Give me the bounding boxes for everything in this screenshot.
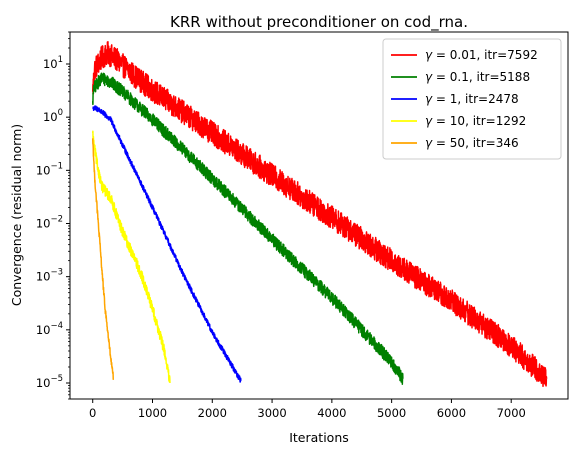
x-tick-label: 2000 [198,406,227,420]
plot-frame [69,31,569,400]
x-tick-label: 5000 [377,406,406,420]
x-tick-label: 6000 [437,406,466,420]
y-tick-label: 10−2 [36,215,63,231]
y-tick-label: 10−1 [36,161,63,177]
legend-label: γ = 0.1, itr=5188 [425,70,530,84]
chart-title: KRR without preconditioner on cod_rna. [170,13,468,32]
x-axis: 0 1000 2000 3000 4000 5000 6000 7000 [89,399,526,420]
series-line-2 [91,72,404,386]
legend-label: γ = 0.01, itr=7592 [425,48,538,62]
x-tick-label: 1000 [138,406,167,420]
plot-area [91,41,548,388]
series-line-3 [92,105,242,383]
x-tick-label: 4000 [317,406,346,420]
x-axis-label: Iterations [289,430,349,445]
y-tick-label: 10−4 [36,321,63,337]
y-axis: 10−5 10−4 10−3 10−2 10−1 100 101 [36,31,70,400]
legend-label: γ = 50, itr=346 [425,136,519,150]
legend-label: γ = 1, itr=2478 [425,92,519,106]
x-tick-label: 3000 [257,406,286,420]
series-line-1 [91,41,548,388]
series-line-5 [91,138,115,381]
x-tick-label: 7000 [497,406,526,420]
y-tick-label: 10−5 [36,374,63,390]
y-tick-label: 100 [43,108,63,124]
x-tick-label: 0 [89,406,96,420]
legend-label: γ = 10, itr=1292 [425,114,526,128]
series-line-4 [91,130,171,384]
y-tick-label: 101 [43,55,63,71]
y-tick-label: 10−3 [36,268,63,284]
y-axis-label: Convergence (residual norm) [9,124,24,306]
legend: γ = 0.01, itr=7592 γ = 0.1, itr=5188 γ = 1… [382,38,562,160]
legend-box [382,38,562,160]
